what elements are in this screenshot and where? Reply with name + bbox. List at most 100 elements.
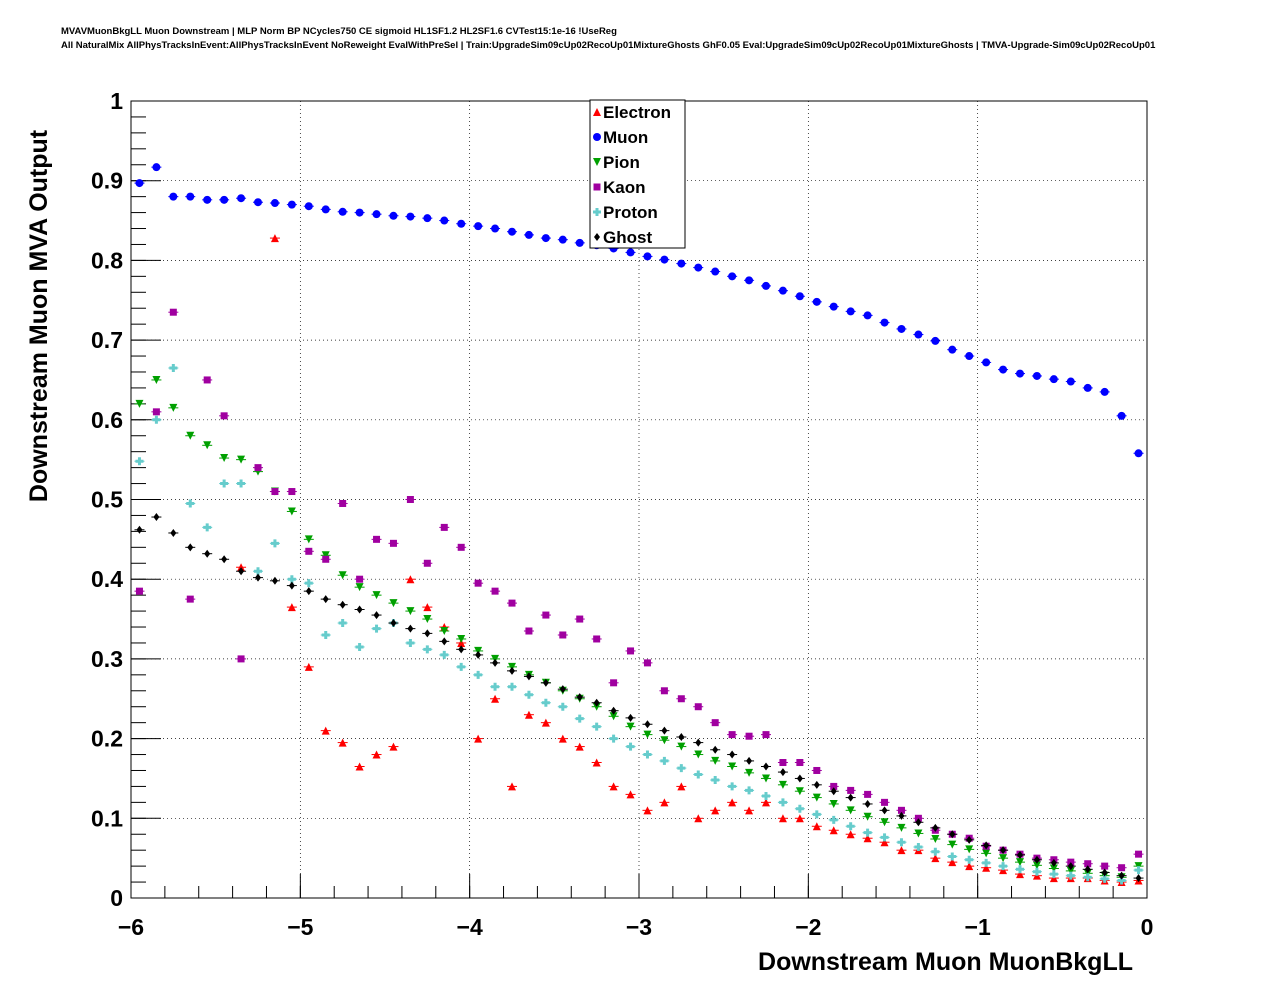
proton-point [203,523,212,532]
ghost-point [966,835,973,844]
proton-point [508,682,516,691]
electron-point [660,798,669,807]
proton-point [677,764,686,773]
proton-point [880,833,889,842]
pion-point [304,535,313,544]
series-muon [134,163,1144,458]
muon-point [1032,371,1041,380]
proton-point [1032,867,1041,876]
proton-point [965,855,974,864]
proton-point [694,770,703,779]
legend-ghost-marker-icon [594,233,600,241]
proton-point [914,842,923,851]
kaon-point [220,412,228,420]
pion-point [626,722,635,731]
legend-kaon-marker-icon [593,183,601,191]
kaon-point [813,766,821,774]
pion-point [372,591,381,600]
kaon-point [830,782,838,790]
kaon-point [237,655,245,663]
pion-point [457,634,466,643]
ghost-point [678,733,685,742]
muon-point [1049,375,1058,384]
pion-point [609,712,618,721]
proton-point [372,624,381,633]
chart-title-line-1: MVAVMuonBkgLL Muon Downstream | MLP Norm… [61,26,617,37]
kaon-point [406,496,414,503]
pion-point [829,799,838,808]
ghost-point [1033,855,1040,864]
muon-point [575,238,584,247]
muon-point [270,199,279,208]
ghost-point [204,549,211,558]
electron-point [677,782,686,791]
ghost-point [288,581,295,590]
proton-point [541,698,550,707]
proton-point [795,804,804,813]
muon-point [321,205,330,214]
ghost-point [932,823,939,832]
legend-electron-marker-icon [593,108,601,116]
electron-point [728,798,737,807]
pion-point [338,571,347,580]
ghost-point [1101,868,1108,877]
x-axis-title: Downstream Muon MuonBkgLL [758,948,1133,976]
proton-point [524,690,533,699]
legend-label-pion: Pion [603,153,640,172]
ghost-point [1067,862,1074,871]
kaon-point [1135,850,1143,858]
series-ghost [134,513,1144,883]
electron-point [423,603,432,612]
pion-point [694,750,703,759]
ghost-point [898,811,905,820]
kaon-point [745,732,753,740]
proton-point [1134,866,1143,875]
muon-point [914,330,923,339]
proton-point [135,457,144,466]
proton-point [863,828,872,837]
proton-point [1100,874,1109,883]
ghost-point [729,750,736,759]
kaon-point [643,659,651,667]
muon-point [169,192,178,201]
electron-point [389,742,398,751]
muon-point [711,267,720,276]
electron-point [474,734,483,743]
electron-point [711,806,720,815]
proton-point [491,682,500,691]
ghost-point [847,793,854,802]
ghost-point [322,595,329,604]
proton-point [474,670,483,679]
ghost-point [1118,871,1125,880]
muon-point [643,252,652,261]
muon-point [948,345,957,354]
proton-point [575,714,584,723]
ghost-point [525,672,532,681]
ghost-point [644,720,651,729]
ghost-point [458,645,465,654]
electron-point [524,710,533,719]
proton-point [592,722,601,731]
muon-point [287,200,296,209]
kaon-point [881,798,889,806]
kaon-point [491,587,499,595]
pion-point [880,818,889,827]
proton-point [948,852,957,861]
pion-point [745,768,754,777]
kaon-point [356,575,364,583]
ghost-point [830,787,837,796]
electron-point [609,782,618,791]
ghost-point [390,619,397,628]
proton-point [931,847,940,856]
ghost-point [424,629,431,638]
proton-point [169,363,178,372]
electron-point [762,798,770,807]
ghost-point [255,573,261,582]
y-tick-label: 0.9 [91,168,123,194]
pion-point [778,780,787,789]
proton-point [812,810,821,819]
ghost-point [593,698,600,707]
x-tick-label: −6 [118,914,144,940]
proton-point [440,650,449,659]
pion-point [846,806,855,815]
